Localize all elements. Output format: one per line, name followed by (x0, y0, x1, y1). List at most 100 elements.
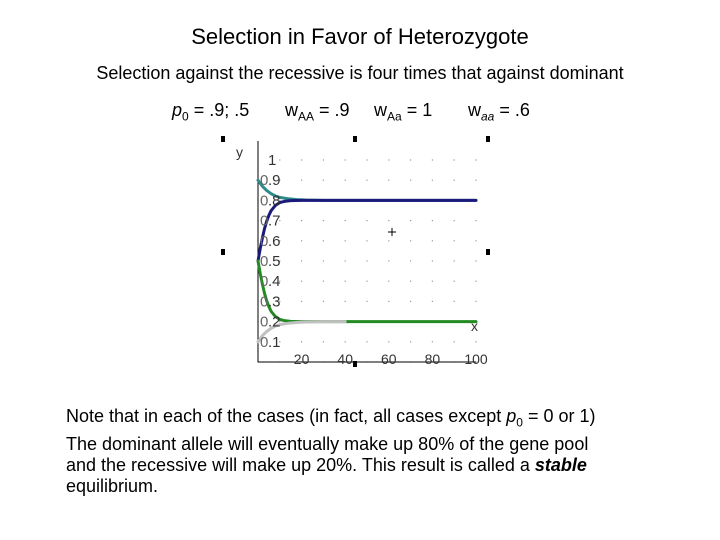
grid-dot (322, 179, 324, 181)
note-line-4: equilibrium. (66, 475, 159, 496)
grid-dot (410, 240, 412, 242)
param-wAa-value: = 1 (401, 100, 433, 120)
param-p0: p0 = .9; .5 (172, 100, 249, 124)
grid-dot (431, 240, 433, 242)
grid-dot (431, 179, 433, 181)
grid-dot (453, 280, 455, 282)
grid-dot (410, 260, 412, 262)
selection-handle (221, 249, 225, 255)
grid-dot (410, 179, 412, 181)
series-line-3 (256, 259, 478, 324)
grid-dot (366, 220, 368, 222)
grid-dot (301, 240, 303, 242)
y-tick-prefix: 0 (260, 192, 268, 209)
grid-dot (410, 280, 412, 282)
selection-handle (486, 136, 490, 142)
chart-axes (257, 141, 476, 363)
selection-handle (221, 136, 225, 142)
param-wAA-subscript: AA (298, 109, 315, 124)
x-tick-label: 80 (425, 351, 441, 367)
y-tick-label: .8 (268, 192, 281, 209)
grid-dot (453, 179, 455, 181)
grid-dot (301, 341, 303, 343)
selection-handle (353, 361, 357, 367)
selection-handle (353, 136, 357, 142)
param-p0-subscript: 0 (182, 109, 189, 124)
param-p0-symbol: p (172, 100, 183, 120)
param-wAa-symbol: w (374, 100, 387, 120)
grid-dot (322, 260, 324, 262)
param-waa-subscript: aa (481, 110, 494, 124)
y-tick-label: .9 (268, 172, 281, 189)
note-line-1-text: Note that in each of the cases (in fact,… (66, 406, 507, 426)
param-waa-heterozygous: wAa = 1 (374, 100, 432, 124)
grid-dot (301, 220, 303, 222)
x-axis-label: x (471, 318, 478, 334)
grid-dot (279, 260, 281, 262)
param-waa-homozygous-dominant: wAA = .9 (285, 100, 350, 124)
grid-dot (279, 220, 281, 222)
grid-dot (453, 341, 455, 343)
grid-dot (301, 159, 303, 161)
grid-dot (475, 240, 477, 242)
grid-dot (301, 300, 303, 302)
y-tick-label: .7 (268, 213, 281, 230)
grid-dot (322, 280, 324, 282)
grid-dot (431, 159, 433, 161)
y-tick-prefix: 0 (260, 233, 268, 250)
series-line-4 (256, 320, 347, 344)
note-line-1: Note that in each of the cases (in fact,… (66, 406, 686, 434)
grid-dot (388, 300, 390, 302)
y-tick-label: .4 (268, 273, 281, 290)
y-tick-label: .6 (268, 233, 281, 250)
grid-dot (322, 240, 324, 242)
grid-dot (388, 240, 390, 242)
x-tick-label: 40 (337, 351, 353, 367)
grid-dot (453, 240, 455, 242)
series-line-1 (256, 178, 478, 202)
note-line-3: and the recessive will make up 20%. This… (66, 455, 686, 476)
y-tick-prefix: 0 (260, 213, 268, 230)
grid-dot (279, 280, 281, 282)
grid-dot (366, 280, 368, 282)
grid-dot (344, 341, 346, 343)
grid-dot (453, 260, 455, 262)
x-tick-label: 60 (381, 351, 397, 367)
grid-dot (475, 341, 477, 343)
y-tick-label: .5 (268, 253, 281, 270)
crosshair-cursor (388, 228, 396, 236)
grid-dot (344, 280, 346, 282)
grid-dot (366, 300, 368, 302)
y-tick-prefix: 0 (260, 273, 268, 290)
param-waa-homozygous-recessive: waa = .6 (468, 100, 530, 124)
param-waa-value: = .6 (494, 100, 530, 120)
x-tick-label: 100 (464, 351, 488, 367)
grid-dot (388, 179, 390, 181)
y-tick-label: .1 (268, 334, 281, 351)
grid-dot (344, 240, 346, 242)
grid-dot (410, 220, 412, 222)
grid-dot (431, 220, 433, 222)
note-p-subscript: 0 (516, 415, 523, 430)
y-tick-label: 1 (268, 152, 276, 169)
grid-dot (279, 341, 281, 343)
grid-dot (322, 220, 324, 222)
y-tick-prefix: 0 (260, 172, 268, 189)
grid-dot (388, 341, 390, 343)
grid-dot (279, 199, 281, 201)
series-line-2 (256, 198, 478, 263)
chart-grid (257, 159, 477, 363)
grid-dot (475, 260, 477, 262)
note-line-1-end: = 0 or 1) (522, 406, 596, 426)
grid-dot (475, 220, 477, 222)
param-waa-subscript-italic: aa (481, 109, 495, 124)
param-wAa-subscript: Aa (387, 109, 402, 124)
grid-dot (388, 159, 390, 161)
grid-dot (410, 300, 412, 302)
y-tick-prefix: 0 (260, 314, 268, 331)
param-wAA-value: = .9 (314, 100, 350, 120)
grid-dot (431, 260, 433, 262)
grid-dot (431, 300, 433, 302)
